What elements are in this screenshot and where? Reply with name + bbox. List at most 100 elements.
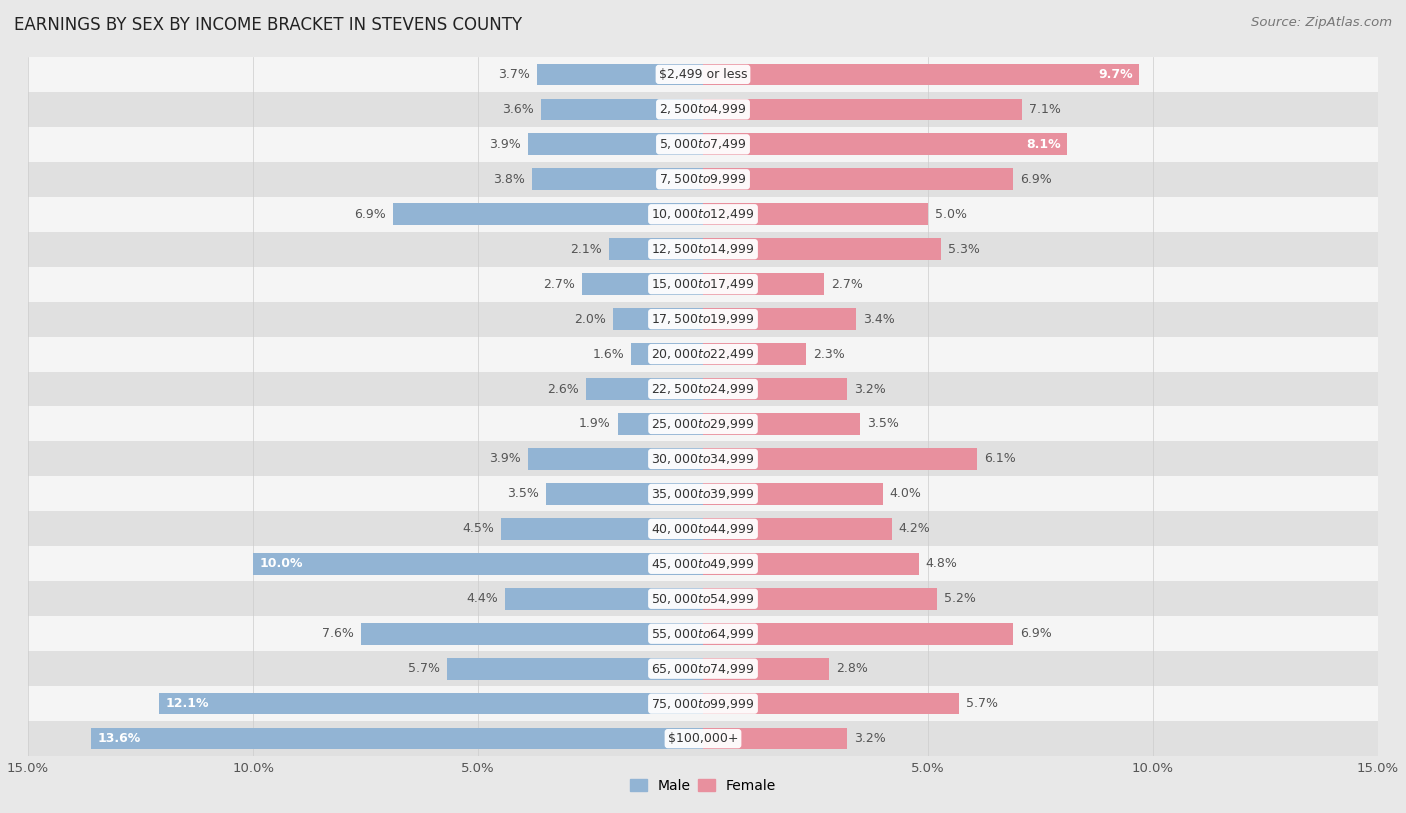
Text: $75,000 to $99,999: $75,000 to $99,999 <box>651 697 755 711</box>
Text: 13.6%: 13.6% <box>98 733 141 745</box>
Text: 3.7%: 3.7% <box>498 68 530 80</box>
Bar <box>703 553 920 575</box>
Text: $7,500 to $9,999: $7,500 to $9,999 <box>659 172 747 186</box>
Bar <box>28 197 1378 232</box>
Text: 2.7%: 2.7% <box>543 278 575 290</box>
Text: $100,000+: $100,000+ <box>668 733 738 745</box>
Text: $65,000 to $74,999: $65,000 to $74,999 <box>651 662 755 676</box>
Bar <box>703 658 830 680</box>
Bar <box>28 511 1378 546</box>
Text: 1.6%: 1.6% <box>592 348 624 360</box>
Text: $30,000 to $34,999: $30,000 to $34,999 <box>651 452 755 466</box>
Text: 8.1%: 8.1% <box>1026 138 1060 150</box>
Bar <box>28 127 1378 162</box>
Bar <box>28 651 1378 686</box>
Bar <box>613 308 703 330</box>
Text: $45,000 to $49,999: $45,000 to $49,999 <box>651 557 755 571</box>
Text: $50,000 to $54,999: $50,000 to $54,999 <box>651 592 755 606</box>
Text: 2.8%: 2.8% <box>835 663 868 675</box>
Bar <box>617 413 703 435</box>
Text: 6.9%: 6.9% <box>354 208 385 220</box>
Bar <box>537 63 703 85</box>
Bar <box>253 553 703 575</box>
Bar <box>703 98 1022 120</box>
Bar <box>531 168 703 190</box>
Text: $12,500 to $14,999: $12,500 to $14,999 <box>651 242 755 256</box>
Text: 7.6%: 7.6% <box>322 628 354 640</box>
Text: 6.9%: 6.9% <box>1021 173 1052 185</box>
Text: $10,000 to $12,499: $10,000 to $12,499 <box>651 207 755 221</box>
Bar <box>703 203 928 225</box>
Bar <box>546 483 703 505</box>
Bar <box>582 273 703 295</box>
Bar <box>28 92 1378 127</box>
Bar <box>586 378 703 400</box>
Bar <box>703 378 846 400</box>
Bar <box>527 448 703 470</box>
Bar <box>28 337 1378 372</box>
Bar <box>703 518 891 540</box>
Text: 5.3%: 5.3% <box>948 243 980 255</box>
Text: 5.7%: 5.7% <box>966 698 998 710</box>
Bar <box>28 372 1378 406</box>
Text: 9.7%: 9.7% <box>1098 68 1133 80</box>
Text: 4.4%: 4.4% <box>467 593 498 605</box>
Bar <box>28 162 1378 197</box>
Text: 2.3%: 2.3% <box>813 348 845 360</box>
Text: 4.8%: 4.8% <box>925 558 957 570</box>
Bar <box>609 238 703 260</box>
Bar <box>703 693 959 715</box>
Text: 5.2%: 5.2% <box>943 593 976 605</box>
Text: $55,000 to $64,999: $55,000 to $64,999 <box>651 627 755 641</box>
Bar <box>505 588 703 610</box>
Bar <box>28 686 1378 721</box>
Text: Source: ZipAtlas.com: Source: ZipAtlas.com <box>1251 16 1392 29</box>
Bar <box>91 728 703 750</box>
Text: 4.2%: 4.2% <box>898 523 931 535</box>
Bar <box>527 133 703 155</box>
Text: 10.0%: 10.0% <box>260 558 304 570</box>
Bar <box>159 693 703 715</box>
Text: 3.9%: 3.9% <box>489 138 520 150</box>
Bar <box>28 441 1378 476</box>
Bar <box>703 448 977 470</box>
Bar <box>703 413 860 435</box>
Bar <box>28 406 1378 441</box>
Text: $17,500 to $19,999: $17,500 to $19,999 <box>651 312 755 326</box>
Text: $15,000 to $17,499: $15,000 to $17,499 <box>651 277 755 291</box>
Text: 1.9%: 1.9% <box>579 418 610 430</box>
Text: 3.4%: 3.4% <box>863 313 894 325</box>
Bar <box>703 273 824 295</box>
Bar <box>703 238 942 260</box>
Text: 6.1%: 6.1% <box>984 453 1017 465</box>
Bar <box>541 98 703 120</box>
Bar <box>28 581 1378 616</box>
Text: 6.9%: 6.9% <box>1021 628 1052 640</box>
Bar <box>703 343 807 365</box>
Text: $35,000 to $39,999: $35,000 to $39,999 <box>651 487 755 501</box>
Text: 2.1%: 2.1% <box>569 243 602 255</box>
Text: 3.2%: 3.2% <box>853 383 886 395</box>
Text: 3.8%: 3.8% <box>494 173 526 185</box>
Text: 2.6%: 2.6% <box>547 383 579 395</box>
Bar <box>703 483 883 505</box>
Text: 5.0%: 5.0% <box>935 208 967 220</box>
Bar <box>28 616 1378 651</box>
Text: 3.6%: 3.6% <box>502 103 534 115</box>
Text: $2,500 to $4,999: $2,500 to $4,999 <box>659 102 747 116</box>
Text: $22,500 to $24,999: $22,500 to $24,999 <box>651 382 755 396</box>
Bar <box>447 658 703 680</box>
Text: $2,499 or less: $2,499 or less <box>659 68 747 80</box>
Text: $25,000 to $29,999: $25,000 to $29,999 <box>651 417 755 431</box>
Bar <box>631 343 703 365</box>
Text: 3.2%: 3.2% <box>853 733 886 745</box>
Text: EARNINGS BY SEX BY INCOME BRACKET IN STEVENS COUNTY: EARNINGS BY SEX BY INCOME BRACKET IN STE… <box>14 16 522 34</box>
Bar <box>703 168 1014 190</box>
Bar <box>703 63 1139 85</box>
Bar <box>361 623 703 645</box>
Bar <box>28 721 1378 756</box>
Text: $40,000 to $44,999: $40,000 to $44,999 <box>651 522 755 536</box>
Text: 3.5%: 3.5% <box>508 488 538 500</box>
Bar <box>703 728 846 750</box>
Bar <box>703 308 856 330</box>
